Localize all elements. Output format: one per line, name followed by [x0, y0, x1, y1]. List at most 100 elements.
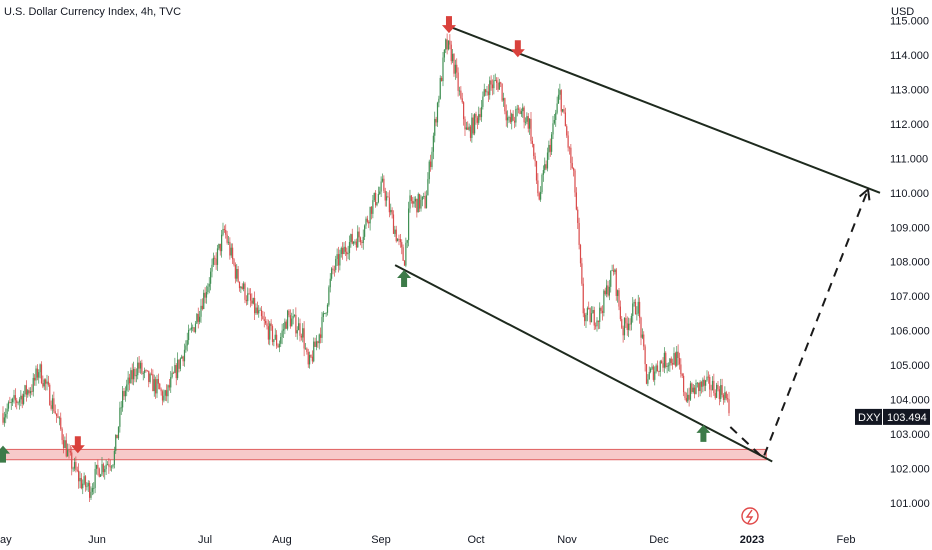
candle-body: [530, 118, 532, 141]
candle-body: [696, 382, 698, 384]
candle-body: [340, 248, 342, 254]
candle-body: [25, 385, 27, 395]
candle-body: [457, 72, 459, 91]
candle-body: [600, 307, 602, 311]
candle-body: [482, 96, 484, 107]
candle-body: [83, 476, 85, 484]
candle-body: [707, 376, 709, 378]
candle-body: [336, 254, 338, 259]
candle-body: [544, 164, 546, 171]
candle-body: [575, 192, 577, 210]
candle-body: [164, 390, 166, 396]
candle-body: [306, 348, 308, 353]
candle-body: [516, 108, 518, 110]
candle-body: [254, 297, 256, 314]
candle-body: [142, 372, 144, 374]
candle-body: [692, 387, 694, 392]
channel-upper-line[interactable]: [451, 26, 881, 194]
candle-body: [304, 348, 307, 350]
candle-body: [270, 323, 272, 327]
candle-body: [531, 140, 533, 144]
candle-body: [240, 286, 242, 289]
candle-body: [439, 77, 441, 99]
candle-body: [496, 80, 498, 83]
candle-body: [432, 135, 434, 152]
candle-body: [263, 319, 265, 321]
y-tick-label: 112.000: [890, 119, 929, 131]
candle-body: [221, 234, 223, 252]
candle-body: [436, 102, 439, 123]
candle-body: [578, 222, 580, 245]
candle-body: [214, 257, 216, 259]
candle-body: [93, 487, 95, 489]
candle-body: [629, 323, 631, 325]
candle-body: [134, 368, 136, 377]
candle-body: [468, 126, 470, 130]
candle-body: [640, 317, 642, 338]
candle-body: [497, 82, 499, 90]
candle-body: [526, 116, 528, 122]
candle-body: [212, 257, 214, 265]
candle-body: [574, 170, 576, 193]
y-tick-label: 105.000: [890, 360, 930, 372]
candle-body: [394, 229, 396, 234]
candle-body: [579, 244, 582, 264]
candle-body: [315, 341, 318, 347]
candle-body: [60, 417, 62, 429]
candle-body: [32, 377, 34, 392]
candle-body: [183, 349, 186, 362]
candle-body: [691, 383, 693, 392]
candle-body: [127, 377, 129, 385]
candle-body: [89, 482, 91, 498]
candle-body: [377, 193, 379, 203]
candle-body: [233, 259, 235, 265]
x-tick-label: ay: [0, 534, 12, 546]
candle-body: [480, 106, 483, 118]
candle-body: [205, 292, 208, 298]
candle-body: [87, 482, 89, 487]
candle-body: [269, 323, 271, 340]
candle-body: [307, 352, 309, 365]
candle-body: [534, 156, 536, 162]
candle-body: [604, 290, 606, 295]
candle-body: [637, 301, 639, 314]
candle-body: [226, 234, 228, 243]
candle-body: [353, 241, 355, 244]
candle-body: [309, 355, 311, 365]
candle-body: [725, 392, 727, 399]
candle-body: [662, 362, 664, 368]
candle-body: [186, 340, 188, 346]
candle-body: [375, 192, 377, 206]
candle-body: [42, 383, 44, 387]
candle-body: [650, 368, 652, 372]
event-flash-icon[interactable]: [741, 507, 759, 525]
candle-body: [700, 381, 703, 387]
candle-body: [515, 108, 517, 123]
candle-body: [7, 402, 10, 409]
candle-body: [31, 391, 33, 392]
candle-body: [230, 247, 232, 256]
candle-body: [687, 394, 689, 402]
candle-body: [577, 209, 579, 223]
x-tick-label: Jul: [198, 534, 212, 546]
x-tick-label: Dec: [649, 534, 669, 546]
channel-lower-line[interactable]: [394, 264, 773, 463]
candle-body: [131, 370, 133, 380]
chart-title: U.S. Dollar Currency Index, 4h, TVC: [4, 6, 182, 18]
candle-body: [537, 180, 539, 194]
candle-body: [475, 113, 477, 118]
candle-body: [467, 127, 469, 130]
candle-body: [395, 229, 397, 242]
candle-body: [670, 358, 672, 364]
candle-body: [368, 221, 370, 224]
candle-body: [3, 417, 5, 423]
candle-body: [419, 194, 421, 209]
candle-body: [172, 372, 175, 374]
price-tag: [883, 408, 930, 425]
candle-body: [117, 426, 120, 439]
candle-body: [181, 356, 183, 359]
support-zone[interactable]: [0, 448, 767, 461]
candle-body: [348, 242, 351, 254]
up-arrow-marker: [397, 269, 412, 287]
